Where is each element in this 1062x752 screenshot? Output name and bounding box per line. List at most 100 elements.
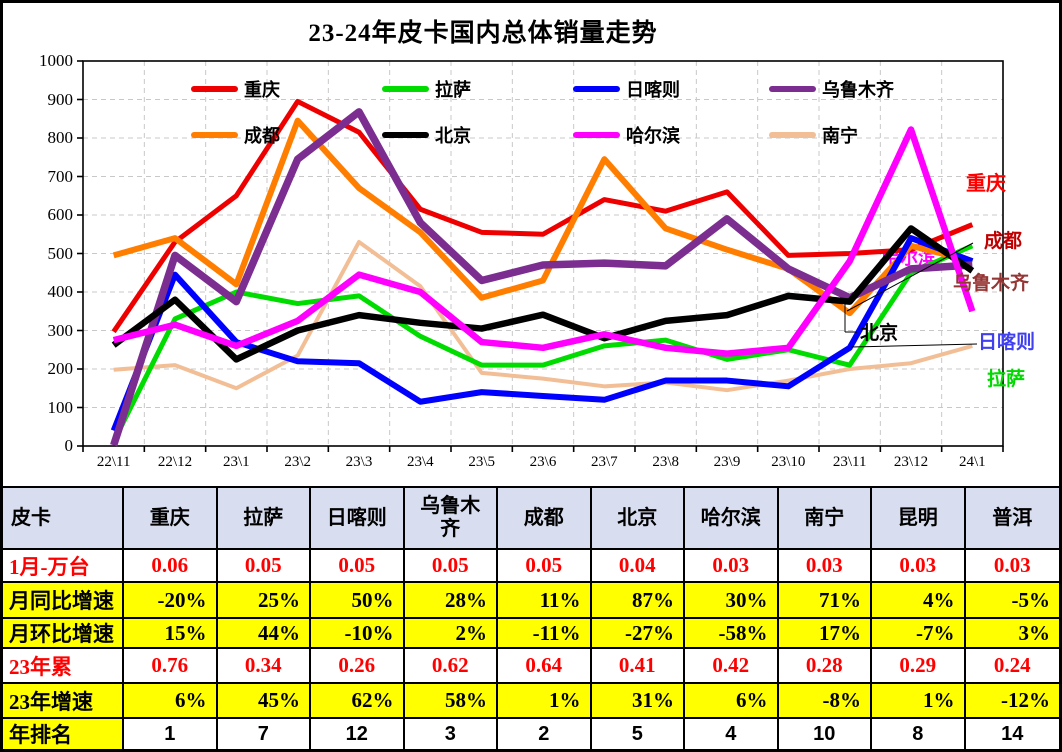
table-cell: 0.41 bbox=[591, 649, 685, 684]
table-column-header: 普洱 bbox=[965, 488, 1059, 550]
legend-item: 成都 bbox=[191, 122, 280, 148]
x-axis-label: 23\2 bbox=[284, 454, 311, 470]
series-line-5 bbox=[111, 225, 975, 363]
y-axis-label: 400 bbox=[47, 282, 74, 301]
legend-swatch-icon bbox=[573, 132, 620, 138]
table-cell: 0.05 bbox=[404, 550, 498, 583]
table-cell: 0.03 bbox=[778, 550, 872, 583]
table-cell: 0.03 bbox=[872, 550, 966, 583]
table-cell: 0.05 bbox=[311, 550, 405, 583]
table-cell: 0.42 bbox=[685, 649, 779, 684]
table-cell: 5 bbox=[591, 719, 685, 749]
table-cell: 1% bbox=[498, 684, 592, 719]
table-cell: 0.76 bbox=[124, 649, 218, 684]
table-cell: 0.26 bbox=[311, 649, 405, 684]
y-axis-label: 0 bbox=[64, 436, 74, 455]
legend-item: 乌鲁木齐 bbox=[769, 76, 894, 102]
y-axis-label: 300 bbox=[47, 320, 74, 340]
x-axis-label: 23\10 bbox=[771, 454, 806, 470]
table-cell: 15% bbox=[124, 619, 218, 649]
y-axis-label: 600 bbox=[47, 205, 74, 224]
table-cell: -12% bbox=[965, 684, 1059, 719]
legend-item: 哈尔滨 bbox=[573, 122, 680, 148]
table-cell: 12 bbox=[311, 719, 405, 749]
table-cell: 30% bbox=[685, 583, 779, 619]
table-cell: 44% bbox=[217, 619, 311, 649]
table-cell: 62% bbox=[311, 684, 405, 719]
table-row-label: 月环比增速 bbox=[3, 619, 124, 649]
legend-item: 北京 bbox=[382, 122, 471, 148]
legend-swatch-icon bbox=[191, 132, 238, 138]
x-axis-label: 23\4 bbox=[406, 454, 434, 470]
x-axis-label: 24\1 bbox=[958, 454, 986, 470]
series-line-0 bbox=[111, 98, 974, 334]
series-annotation: 北京 bbox=[860, 321, 898, 344]
table-cell: 17% bbox=[778, 619, 872, 649]
series-annotation: 重庆 bbox=[966, 171, 1006, 195]
table-cell: 50% bbox=[311, 583, 405, 619]
table-column-header: 成都 bbox=[498, 488, 592, 550]
table-cell: 4 bbox=[685, 719, 779, 749]
table-cell: 3% bbox=[965, 619, 1059, 649]
y-axis-label: 1000 bbox=[39, 51, 73, 70]
legend-swatch-icon bbox=[191, 86, 238, 92]
series-annotation: 拉萨 bbox=[987, 367, 1025, 390]
x-axis-label: 23\6 bbox=[529, 454, 557, 470]
legend-label: 南宁 bbox=[822, 126, 858, 146]
table-cell: -58% bbox=[685, 619, 779, 649]
table-cell: -8% bbox=[778, 684, 872, 719]
legend-label: 成都 bbox=[244, 126, 280, 146]
table-cell: 87% bbox=[591, 583, 685, 619]
legend-label: 拉萨 bbox=[435, 80, 471, 100]
table-cell: 45% bbox=[217, 684, 311, 719]
table-row-label: 年排名 bbox=[3, 719, 124, 749]
table-cell: 8 bbox=[872, 719, 966, 749]
table-cell: 31% bbox=[591, 684, 685, 719]
table-row-label: 23年累 bbox=[3, 649, 124, 684]
table-cell: 0.03 bbox=[965, 550, 1059, 583]
legend-label: 日喀则 bbox=[626, 80, 680, 100]
table-cell: 0.06 bbox=[124, 550, 218, 583]
y-axis-label: 800 bbox=[47, 128, 74, 147]
table-cell: 2% bbox=[404, 619, 498, 649]
legend-label: 哈尔滨 bbox=[626, 126, 680, 146]
table-cell: 0.24 bbox=[965, 649, 1059, 684]
table-cell: 0.05 bbox=[498, 550, 592, 583]
table-cell: 58% bbox=[404, 684, 498, 719]
x-axis-label: 23\5 bbox=[468, 454, 495, 470]
table-cell: 0.29 bbox=[872, 649, 966, 684]
legend-item: 日喀则 bbox=[573, 76, 680, 102]
table-cell: -7% bbox=[872, 619, 966, 649]
y-axis-label: 100 bbox=[47, 397, 74, 417]
table-row-label: 月同比增速 bbox=[3, 583, 124, 619]
table-column-header: 日喀则 bbox=[311, 488, 405, 550]
table-cell: -11% bbox=[498, 619, 592, 649]
table-column-header: 拉萨 bbox=[217, 488, 311, 550]
x-axis-label: 23\3 bbox=[345, 454, 373, 470]
table-cell: 10 bbox=[778, 719, 872, 749]
table-column-header: 南宁 bbox=[778, 488, 872, 550]
x-axis-label: 23\9 bbox=[713, 454, 741, 470]
x-axis-label: 23\7 bbox=[590, 454, 618, 470]
table-cell: 0.04 bbox=[591, 550, 685, 583]
chart-title: 23-24年皮卡国内总体销量走势 bbox=[308, 20, 658, 47]
table-cell: 2 bbox=[498, 719, 592, 749]
table-column-header: 北京 bbox=[591, 488, 685, 550]
series-annotation: 日喀则 bbox=[978, 330, 1035, 353]
legend-label: 北京 bbox=[435, 126, 471, 146]
legend-item: 重庆 bbox=[191, 76, 280, 102]
city-stats-table: 皮卡 重庆 拉萨 日喀则 乌鲁木齐 成都 北京 哈尔滨 南宁 昆明 普洱 1月-万台 0.06 0.05 0… bbox=[3, 488, 1059, 749]
table-cell: -20% bbox=[124, 583, 218, 619]
legend-label: 重庆 bbox=[244, 80, 280, 100]
table-cell: 14 bbox=[965, 719, 1059, 749]
table-cell: 0.28 bbox=[778, 649, 872, 684]
y-axis-label: 700 bbox=[47, 166, 74, 186]
table-cell: -10% bbox=[311, 619, 405, 649]
table-column-header: 哈尔滨 bbox=[685, 488, 779, 550]
x-axis-label: 23\12 bbox=[893, 454, 929, 470]
x-axis-label: 22\11 bbox=[96, 454, 131, 470]
table-cell: -5% bbox=[965, 583, 1059, 619]
legend-swatch-icon bbox=[382, 132, 429, 138]
